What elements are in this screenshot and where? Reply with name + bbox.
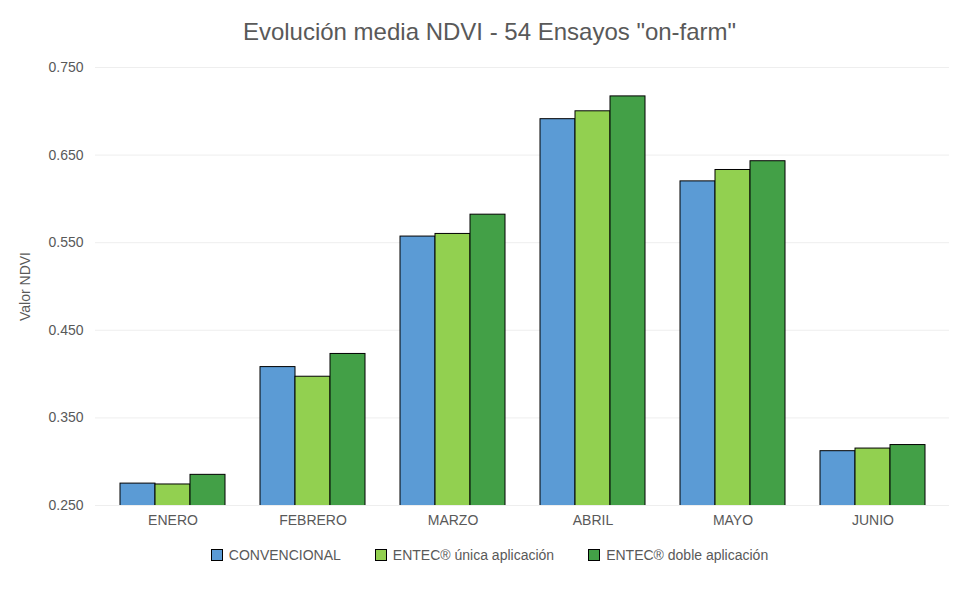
svg-text:MAYO: MAYO [713,512,753,528]
html-text:CONVENCIONAL: CONVENCIONAL [228,547,341,563]
svg-text:ENERO: ENERO [148,512,198,528]
svg-text:0.250: 0.250 [48,497,83,513]
svg-text:0.350: 0.350 [48,409,83,425]
svg-text:0.550: 0.550 [48,234,83,250]
svg-text:0.750: 0.750 [48,59,83,75]
html-text:ENTEC® doble aplicación: ENTEC® doble aplicación [606,547,769,563]
svg-text:0.450: 0.450 [48,322,83,338]
svg-text:Valor NDVI: Valor NDVI [17,252,33,321]
svg-text:FEBRERO: FEBRERO [279,512,347,528]
svg-text:JUNIO: JUNIO [852,512,894,528]
html-text:Evolución media NDVI - 54 Ensa: Evolución media NDVI - 54 Ensayos "on-fa… [242,18,737,45]
html-text:ENTEC® única aplicación: ENTEC® única aplicación [392,547,555,563]
svg-text:ABRIL: ABRIL [573,512,614,528]
svg-text:0.650: 0.650 [48,147,83,163]
svg-text:MARZO: MARZO [428,512,479,528]
